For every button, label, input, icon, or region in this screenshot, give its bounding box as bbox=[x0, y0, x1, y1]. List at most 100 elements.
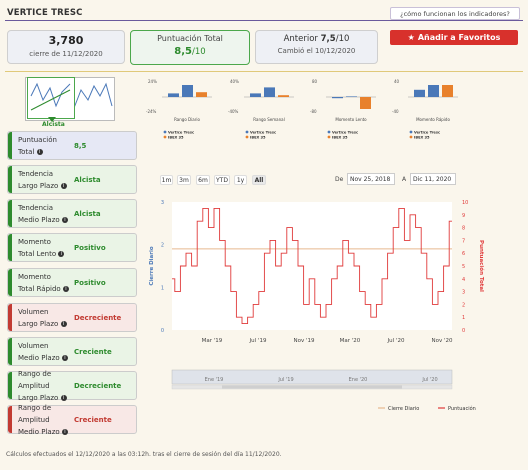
navigator-track[interactable] bbox=[171, 369, 453, 385]
range-button[interactable]: 1y bbox=[234, 175, 247, 185]
y-right-tick: 10 bbox=[462, 200, 468, 206]
info-icon[interactable]: i bbox=[60, 394, 67, 401]
indicator-name: Tendencia Medio Plazo i bbox=[12, 202, 74, 226]
mini-bar bbox=[360, 97, 371, 109]
mini-legend-label: IBEX 35 bbox=[332, 136, 348, 140]
indicator-name: Puntuación Total i bbox=[18, 135, 57, 156]
scrollbar-thumb[interactable] bbox=[222, 385, 402, 389]
trend-pointer-icon bbox=[48, 117, 56, 122]
y-right-tick: 2 bbox=[462, 302, 465, 308]
x-tick: Mar '20 bbox=[340, 338, 361, 344]
mini-legend-label: Vertice Tresc bbox=[250, 131, 276, 135]
x-tick: Jul '19 bbox=[249, 338, 267, 344]
legend-score-label[interactable]: Puntuación bbox=[448, 405, 476, 412]
info-icon[interactable]: i bbox=[60, 320, 67, 327]
indicator-row[interactable]: Rango de Amplitud Medio Plazo i Creciente bbox=[7, 404, 137, 436]
calculation-footnote: Cálculos efectuados el 12/12/2020 a las … bbox=[6, 451, 282, 458]
y-right-tick: 6 bbox=[462, 251, 465, 257]
indicator-name: Volumen Medio Plazo i bbox=[12, 340, 74, 364]
date-to-input[interactable]: Dic 11, 2020 bbox=[410, 173, 456, 185]
range-button[interactable]: 3m bbox=[177, 175, 191, 185]
date-from-input[interactable]: Nov 25, 2018 bbox=[347, 173, 395, 185]
total-score-card: Puntuación Total 8,5/10 bbox=[130, 30, 250, 65]
y-axis-right-label: Puntuación Total bbox=[478, 240, 485, 292]
trend-thumbnail-active[interactable] bbox=[27, 77, 75, 119]
mini-axis-top: 40% bbox=[230, 79, 239, 84]
range-button[interactable]: 6m bbox=[196, 175, 210, 185]
indicator-row[interactable]: Tendencia Largo Plazo i Alcista bbox=[7, 165, 137, 194]
header-divider bbox=[5, 20, 523, 21]
indicator-row[interactable]: Puntuación Total i 8,5 bbox=[7, 131, 137, 160]
info-icon[interactable]: i bbox=[36, 148, 43, 155]
mini-axis-bottom: -24% bbox=[146, 109, 157, 114]
mini-axis-top: 40 bbox=[394, 79, 400, 84]
legend-price-label[interactable]: Cierre Diario bbox=[388, 406, 419, 412]
mini-bar bbox=[168, 93, 179, 97]
navigator-tick: Ene '19 bbox=[205, 377, 224, 383]
mini-chart-title: Rango Diario bbox=[174, 117, 200, 122]
y-right-tick: 4 bbox=[462, 277, 465, 283]
mini-legend-label: Vertice Tresc bbox=[332, 131, 358, 135]
indicator-row[interactable]: Momento Total Rápido i Positivo bbox=[7, 268, 137, 297]
mini-legend-label: IBEX 35 bbox=[168, 136, 184, 140]
range-button[interactable]: All bbox=[252, 175, 266, 185]
y-left-tick: 1 bbox=[161, 285, 164, 291]
close-price-card: 3,780 cierre de 11/12/2020 bbox=[7, 30, 125, 64]
y-right-tick: 3 bbox=[462, 290, 465, 296]
mini-bar bbox=[196, 92, 207, 97]
navigator-tick: Ene '20 bbox=[349, 377, 368, 383]
trend-thumbnail-active-lines bbox=[30, 82, 71, 111]
mini-bar bbox=[182, 85, 193, 97]
navigator-tick: Jul '19 bbox=[277, 377, 293, 383]
range-button[interactable]: YTD bbox=[214, 175, 230, 185]
legend-dot-icon bbox=[163, 135, 167, 139]
date-from-label: De bbox=[335, 176, 344, 183]
mini-legend-label: Vertice Tresc bbox=[414, 131, 440, 135]
trend-thumbnail-label: Alcista bbox=[42, 121, 65, 128]
info-icon[interactable]: i bbox=[61, 354, 68, 361]
chart-plot-area bbox=[172, 202, 452, 330]
total-score-label: Puntuación Total bbox=[157, 34, 223, 43]
y-right-tick: 1 bbox=[462, 315, 465, 321]
indicator-status-bar bbox=[8, 166, 12, 193]
page-title: VERTICE TRESC bbox=[7, 8, 83, 18]
indicator-row[interactable]: Momento Total Lento i Positivo bbox=[7, 233, 137, 262]
x-tick: Jul '20 bbox=[387, 338, 405, 344]
legend-dot-icon bbox=[245, 135, 249, 139]
add-favorites-button[interactable]: ★ Añadir a Favoritos bbox=[390, 30, 518, 45]
price-score-chart[interactable]: Cierre Diario Puntuación Total 0 1 2 3 0 1 2 3 4 5 6… bbox=[140, 190, 525, 420]
indicator-row[interactable]: Volumen Largo Plazo i Decreciente bbox=[7, 303, 137, 332]
info-icon[interactable]: i bbox=[61, 216, 68, 223]
mini-axis-bottom: -80 bbox=[310, 109, 317, 114]
mini-axis-top: 24% bbox=[148, 79, 157, 84]
x-tick: Mar '19 bbox=[202, 338, 223, 344]
mini-bar bbox=[264, 87, 275, 97]
range-button[interactable]: 1m bbox=[160, 175, 173, 185]
indicator-value: Positivo bbox=[74, 243, 106, 252]
section-divider bbox=[5, 71, 523, 72]
info-icon[interactable]: i bbox=[62, 285, 69, 292]
indicator-status-bar bbox=[8, 406, 12, 433]
info-icon[interactable]: i bbox=[61, 428, 68, 435]
indicator-row[interactable]: Volumen Medio Plazo i Creciente bbox=[7, 337, 137, 366]
mini-legend-label: IBEX 35 bbox=[250, 136, 266, 140]
trend-thumbnail-lines bbox=[73, 82, 113, 109]
close-price-date: cierre de 11/12/2020 bbox=[29, 50, 103, 58]
legend-dot-icon bbox=[327, 130, 331, 134]
y-right-tick: 7 bbox=[462, 238, 465, 244]
indicator-name: Momento Total Lento i bbox=[12, 236, 74, 260]
info-icon[interactable]: i bbox=[60, 182, 67, 189]
indicator-row[interactable]: Tendencia Medio Plazo i Alcista bbox=[7, 199, 137, 228]
chart-navigator[interactable]: Ene '19 Jul '19 Ene '20 Jul '20 bbox=[171, 369, 453, 390]
y-left-tick: 2 bbox=[161, 243, 164, 249]
indicator-name: Rango de Amplitud Medio Plazo i bbox=[12, 402, 74, 438]
y-right-tick: 0 bbox=[462, 328, 465, 334]
indicator-value: Decreciente bbox=[74, 313, 122, 322]
info-icon[interactable]: i bbox=[58, 250, 65, 257]
indicator-status-bar bbox=[8, 304, 12, 331]
x-tick: Nov '19 bbox=[294, 338, 315, 344]
mini-chart-title: Momento Rápido bbox=[416, 117, 450, 122]
help-link[interactable]: ¿cómo funcionan los indicadores? bbox=[390, 7, 520, 20]
indicator-row[interactable]: Rango de Amplitud Largo Plazo i Decrecient… bbox=[7, 370, 137, 402]
